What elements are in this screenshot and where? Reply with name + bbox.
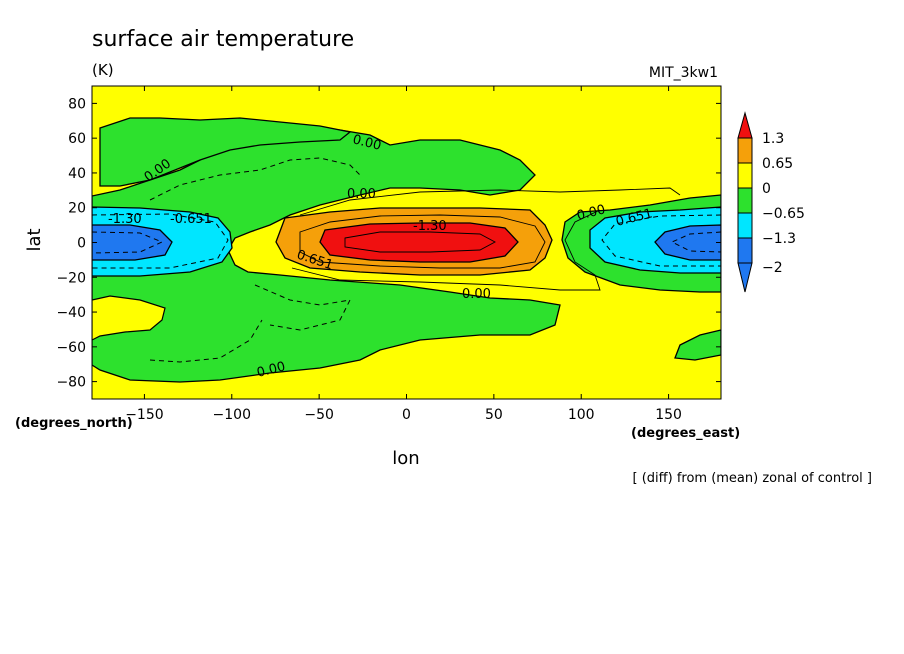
x-tick-label: 0 (402, 407, 411, 423)
run-label: MIT_3kw1 (649, 65, 718, 81)
x-units-label: (degrees_east) (631, 426, 740, 441)
y-tick-label: 20 (68, 201, 86, 217)
y-axis: −80 −60 −40 −20 0 20 40 60 80 (56, 96, 721, 391)
solid-contour-4 (299, 214, 546, 269)
region-south-island (92, 295, 166, 341)
y-tick-label: −40 (56, 305, 86, 321)
contour-label: -1.30 (108, 212, 142, 227)
x-axis-title: lon (392, 448, 419, 469)
region-southeast-negative (674, 329, 721, 361)
warm-1.3 (319, 222, 519, 263)
x-tick-label: −150 (125, 407, 163, 423)
contour-label: -0.651 (170, 212, 212, 227)
y-tick-label: 40 (68, 166, 86, 182)
dashed-contour-2 (254, 284, 351, 331)
y-tick-label: −60 (56, 340, 86, 356)
colorbar-swatch-cyan (737, 212, 753, 239)
contour-label: -1.30 (413, 219, 447, 234)
x-tick-label: 100 (568, 407, 595, 423)
colorbar-bottom-arrow (737, 262, 753, 293)
x-tick-label: −50 (304, 407, 334, 423)
x-tick-label: 50 (485, 407, 503, 423)
colorbar-label: 1.3 (762, 131, 784, 147)
colorbar-swatch-yellow (737, 162, 753, 189)
dashed-contour-3 (92, 213, 229, 269)
y-tick-label: 60 (68, 131, 86, 147)
chart-title: surface air temperature (92, 27, 354, 52)
y-units-label: (degrees_north) (15, 416, 133, 431)
colorbar-label: 0 (762, 181, 771, 197)
x-tick-label: −100 (213, 407, 251, 423)
dashed-contour-4 (601, 214, 721, 267)
x-axis: −150 −100 −50 0 50 100 150 (125, 86, 682, 423)
footer-note: [ (diff) from (mean) zonal of control ] (633, 471, 872, 486)
west-minus-1.3 (92, 224, 173, 261)
dashed-contour-6 (670, 231, 721, 253)
colorbar-label: −2 (762, 260, 783, 276)
region-north-lobe (99, 117, 352, 187)
y-axis-title: lat (24, 228, 45, 251)
colorbar-label: −0.65 (762, 206, 805, 222)
plot-area (92, 86, 721, 399)
y-tick-label: 0 (77, 236, 86, 252)
solid-contour-3 (344, 231, 496, 253)
solid-contour-1 (299, 187, 681, 216)
x-tick-label: 150 (655, 407, 682, 423)
solid-contour-2 (291, 209, 601, 291)
colorbar-swatch-blue (737, 237, 753, 264)
colorbar-label: 0.65 (762, 156, 793, 172)
units-label: (K) (92, 61, 114, 79)
colorbar-top-arrow (737, 111, 753, 139)
y-tick-label: −20 (56, 270, 86, 286)
dashed-contour-1 (149, 157, 361, 201)
contour-label: 0.00 (351, 132, 383, 154)
colorbar-swatch-green (737, 187, 753, 214)
dashed-contour-7 (149, 319, 263, 363)
contour-label: 0.00 (575, 202, 607, 224)
contour-label: 0.00 (347, 187, 376, 202)
dashed-contour-5 (92, 231, 164, 254)
y-tick-label: −80 (56, 375, 86, 391)
contour-label: 0.00 (255, 359, 287, 381)
colorbar-label: −1.3 (762, 231, 796, 247)
colorbar: 1.3 0.65 0 −0.65 −1.3 −2 (737, 111, 805, 293)
y-tick-label: 80 (68, 96, 86, 112)
contour-label: 0.00 (462, 287, 491, 302)
contour-labels: 0.00 0.00 0.00 -1.30 -0.651 -1.30 0.651 … (108, 132, 654, 381)
colorbar-swatch-orange (737, 137, 753, 164)
